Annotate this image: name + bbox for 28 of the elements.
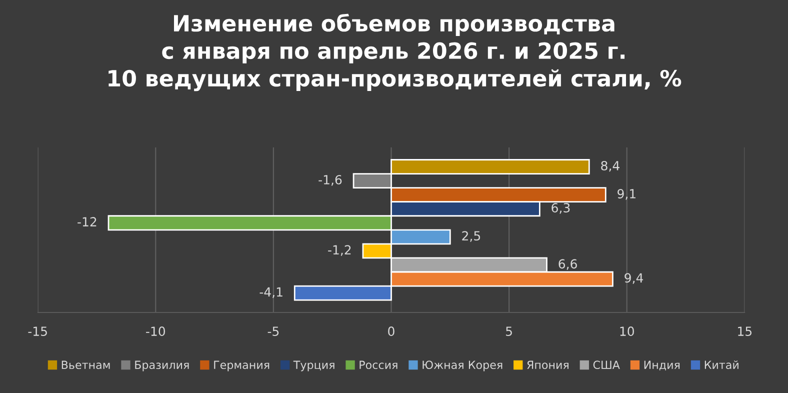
- data-label: 9,1: [618, 189, 636, 200]
- legend-label: Китай: [704, 360, 738, 370]
- legend-label: Южная Корея: [422, 360, 502, 372]
- legend-label: Германия: [214, 360, 270, 372]
- x-tick-label: -5: [268, 326, 279, 336]
- x-tick-label: -10: [146, 326, 166, 336]
- legend-label: Вьетнам: [62, 360, 110, 370]
- data-label: -4,1: [260, 287, 282, 298]
- legend-label: Бразилия: [135, 360, 189, 372]
- data-label: 6,3: [552, 203, 570, 214]
- chart-title: Изменение объемов производства с января по апрель 2026 г. и 2025 г. 10 ведущих стран-производителей стали, %: [108, 14, 682, 92]
- x-tick-label: 15: [738, 326, 752, 336]
- legend-label: Индия: [644, 360, 680, 370]
- legend-label: Турция: [293, 360, 334, 372]
- x-tick-label: 5: [506, 326, 512, 336]
- data-label: -1,2: [328, 245, 351, 256]
- data-label: 2,5: [462, 231, 480, 242]
- x-tick-label: 10: [620, 326, 634, 336]
- legend-label: Россия: [360, 360, 398, 370]
- data-label: 8,4: [601, 160, 620, 172]
- legend-label: США: [593, 360, 620, 370]
- data-label: 9,4: [624, 273, 644, 284]
- data-label: 6,6: [558, 259, 577, 270]
- data-label: -1,6: [318, 174, 342, 186]
- data-label: -12: [78, 217, 96, 226]
- legend-label: Япония: [527, 360, 568, 370]
- x-tick-label: -15: [28, 326, 47, 336]
- x-tick-label: 0: [388, 326, 394, 336]
